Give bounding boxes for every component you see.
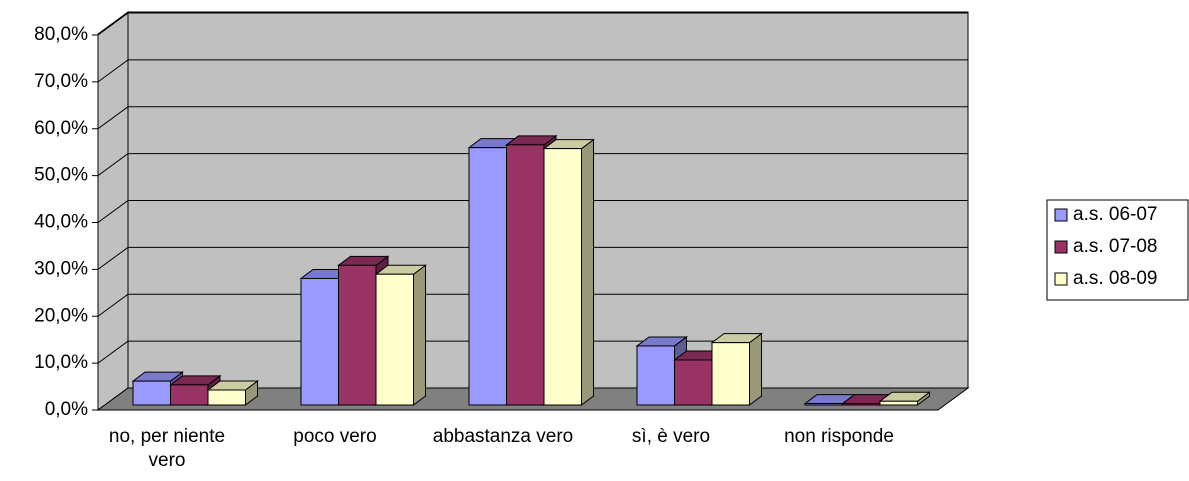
x-tick-label: sì, è vero xyxy=(631,426,711,447)
bar-front xyxy=(300,277,339,406)
bar-front xyxy=(804,403,843,406)
x-tick-label: non risponde xyxy=(784,426,894,447)
bar xyxy=(635,335,688,406)
y-tick-label: 0,0% xyxy=(45,399,88,420)
y-tick-label: 10,0% xyxy=(34,352,88,373)
grid-line xyxy=(97,59,968,83)
y-tick-label: 40,0% xyxy=(34,212,88,233)
x-tick-label: no, per niente vero xyxy=(108,426,226,471)
bar-front xyxy=(636,345,675,406)
bar-side xyxy=(413,264,426,406)
y-tick-label: 60,0% xyxy=(34,118,88,139)
y-tick-label: 20,0% xyxy=(34,305,88,326)
bar xyxy=(206,380,259,406)
grid-line xyxy=(97,106,968,130)
grid-line xyxy=(97,12,968,36)
bar-front xyxy=(375,273,414,406)
grid-line xyxy=(97,246,968,270)
bar-front xyxy=(879,400,918,406)
grid-line xyxy=(97,293,968,317)
legend-label: a.s. 08-09 xyxy=(1073,268,1158,289)
bar-front xyxy=(468,147,507,406)
bar xyxy=(878,391,931,406)
y-tick-label: 30,0% xyxy=(34,258,88,279)
bar-front xyxy=(842,403,881,406)
bar-front xyxy=(506,144,545,406)
grid-line xyxy=(97,200,968,223)
grid-line xyxy=(97,340,968,364)
bar-front xyxy=(207,389,246,406)
y-tick-label: 70,0% xyxy=(34,71,88,92)
legend-swatch xyxy=(1054,272,1068,286)
legend-swatch xyxy=(1054,208,1068,222)
grid-line xyxy=(97,153,968,177)
y-tick-label: 50,0% xyxy=(34,165,88,186)
x-tick-label: poco vero xyxy=(293,426,377,447)
bar xyxy=(710,332,763,406)
bar-side xyxy=(581,138,594,406)
bar-front xyxy=(338,264,377,406)
bar-front xyxy=(711,342,750,406)
legend-swatch xyxy=(1054,240,1068,254)
bar-side xyxy=(749,332,762,406)
bar-front xyxy=(674,359,713,406)
legend-label: a.s. 07-08 xyxy=(1073,236,1158,257)
bar xyxy=(542,138,595,406)
bar-front xyxy=(170,384,209,406)
legend-label: a.s. 06-07 xyxy=(1073,204,1158,225)
bar-front xyxy=(543,148,582,406)
y-tick-label: 80,0% xyxy=(34,24,88,45)
legend-box xyxy=(1046,199,1189,301)
bar-front xyxy=(132,380,171,406)
x-tick-label: abbastanza vero xyxy=(432,426,574,447)
bar xyxy=(374,264,427,406)
